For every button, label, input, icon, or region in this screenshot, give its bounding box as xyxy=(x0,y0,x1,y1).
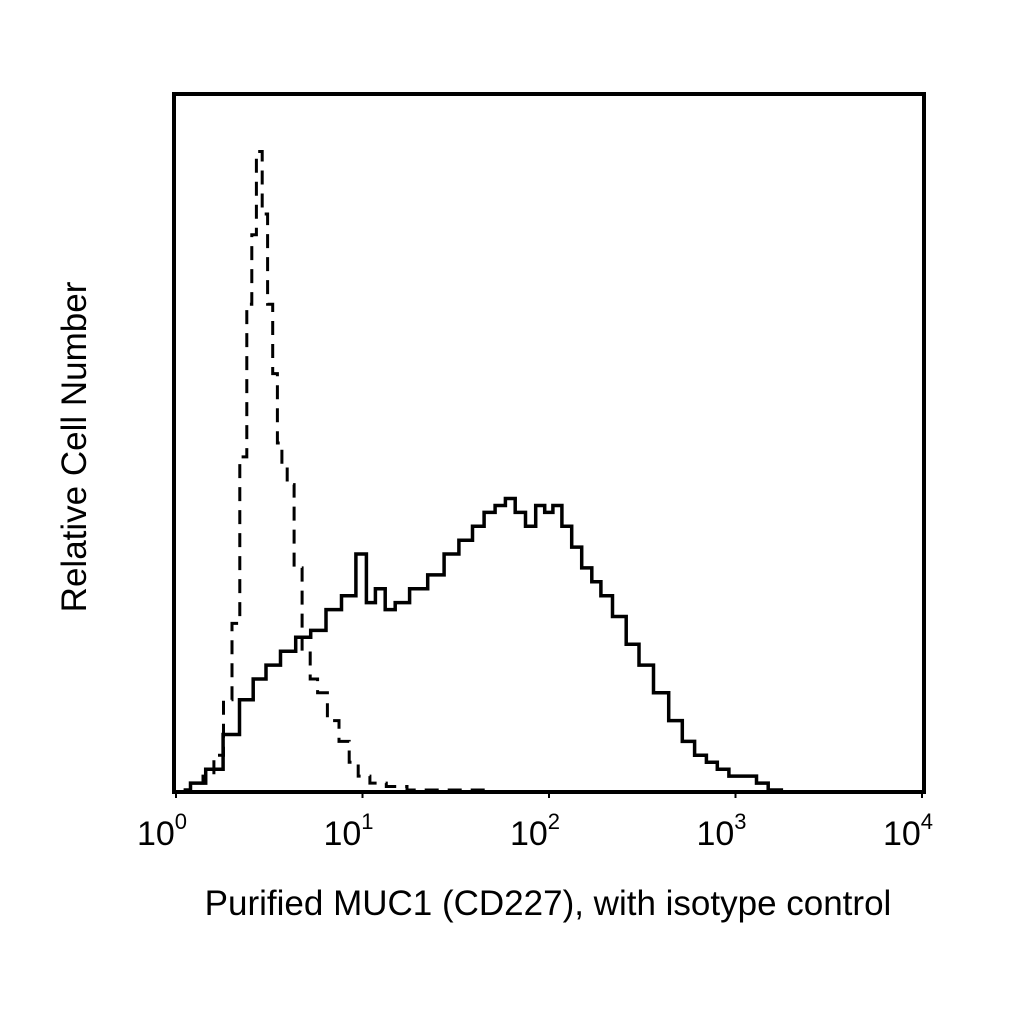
x-tick-label: 100 xyxy=(137,809,187,853)
x-tick-label: 103 xyxy=(696,809,746,853)
y-axis-label: Relative Cell Number xyxy=(55,281,94,612)
x-tick-label: 104 xyxy=(883,809,933,853)
series-line-muc1 xyxy=(183,496,784,792)
x-tick-label: 102 xyxy=(510,809,560,853)
series-line-isotype-control xyxy=(183,150,493,792)
x-tick-labels: 100 101 102 103 104 xyxy=(137,790,933,853)
x-axis-label: Purified MUC1 (CD227), with isotype cont… xyxy=(205,884,892,923)
plot-frame xyxy=(172,92,926,794)
x-tick-label: 101 xyxy=(323,809,373,853)
series-layer xyxy=(183,150,784,792)
